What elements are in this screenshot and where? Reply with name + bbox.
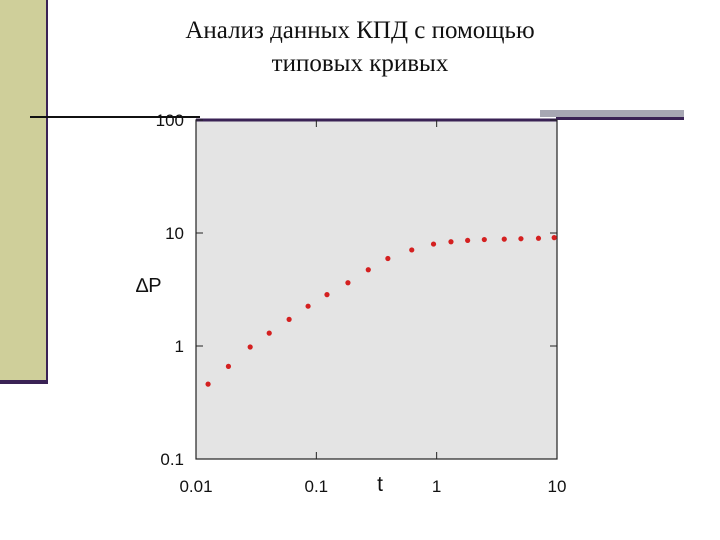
data-point: [205, 381, 211, 387]
data-point: [465, 237, 471, 244]
y-tick-label: 0.1: [160, 450, 184, 469]
top-divider-line: [30, 116, 200, 118]
slide-title: Анализ данных КПД с помощью типовых крив…: [110, 14, 610, 80]
data-point: [305, 303, 311, 309]
right-decor-gray: [540, 110, 684, 117]
right-decor-dark: [556, 117, 684, 120]
y-axis-label: ∆P: [136, 275, 162, 297]
data-point: [266, 330, 272, 336]
x-tick-label: 0.1: [305, 477, 329, 496]
data-point: [535, 235, 542, 241]
plot-area: [195, 119, 558, 460]
data-point: [518, 236, 524, 242]
y-tick-label: 100: [156, 111, 184, 130]
data-point: [409, 247, 415, 253]
data-point: [324, 292, 330, 298]
left-decor-edge: [46, 0, 48, 384]
x-tick-label: 1: [432, 477, 441, 496]
title-line-2: типовых кривых: [271, 50, 449, 77]
data-point: [551, 235, 557, 241]
data-point: [501, 236, 507, 242]
x-axis-label: t: [377, 473, 383, 496]
y-tick-label: 1: [175, 337, 184, 356]
data-point: [247, 344, 253, 350]
left-decor-base: [0, 380, 47, 384]
data-point: [385, 255, 391, 262]
x-tick-label: 10: [548, 477, 567, 496]
data-point: [286, 316, 292, 322]
data-point: [448, 239, 454, 245]
x-tick-label: 0.01: [179, 477, 212, 496]
y-tick-label: 10: [165, 224, 184, 243]
data-point: [430, 241, 437, 247]
left-decor-bar: [0, 0, 46, 382]
data-point: [481, 236, 487, 243]
data-point: [345, 280, 351, 286]
title-line-1: Анализ данных КПД с помощью: [185, 17, 535, 44]
data-point: [225, 363, 232, 369]
data-point: [365, 267, 371, 273]
